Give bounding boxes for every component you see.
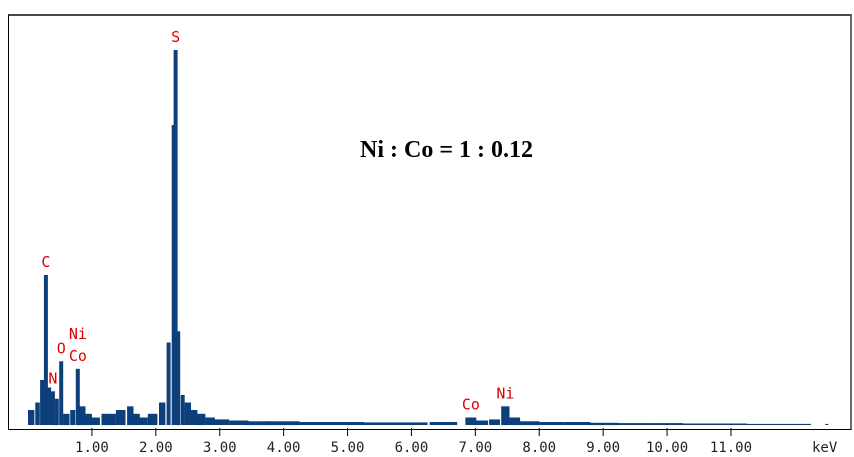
spectrum-bar	[138, 417, 148, 425]
spectrum-bar	[115, 410, 126, 425]
spectrum-bar	[331, 422, 364, 425]
spectrum-bar	[59, 361, 64, 426]
spectrum-bar	[619, 423, 652, 425]
peak-label-ni-co: Ni Co	[69, 325, 87, 365]
spectrum-bar	[159, 402, 166, 425]
spectrum-bar	[63, 413, 70, 426]
spectrum-bar	[489, 419, 500, 425]
x-axis-ticks: 1.00 2.00 3.00 4.00 5.00 6.00 7.00 8.00 9.00 10.0…	[75, 428, 752, 456]
spectrum-bar	[54, 398, 59, 426]
spectrum-bar	[746, 423, 779, 425]
peak-label-ni: Ni	[496, 384, 514, 402]
spectrum-bar	[195, 413, 206, 426]
peak-label-o: O	[57, 339, 66, 357]
spectrum-bar	[184, 402, 191, 425]
spectrum-bar	[101, 413, 108, 426]
x-tick-label: 1.00	[75, 440, 109, 456]
spectrum-bar	[587, 422, 620, 426]
spectrum-bar	[683, 423, 715, 425]
spectrum-bar	[173, 50, 178, 425]
spectrum-bar	[191, 410, 198, 425]
spectrum-bar	[75, 368, 80, 426]
spectrum-bar	[180, 395, 185, 425]
spectrum-bar	[715, 423, 747, 425]
spectrum-bar	[507, 417, 521, 425]
peak-label-s: S	[171, 28, 180, 46]
spectrum-bar	[245, 421, 271, 426]
spectrum-bar	[564, 422, 591, 425]
spectrum-bar	[85, 413, 92, 426]
spectrum-bar	[267, 421, 300, 426]
spectrum-bar	[40, 380, 45, 425]
ratio-annotation: Ni : Co = 1 : 0.12	[360, 137, 533, 163]
spectrum-bar	[501, 406, 510, 426]
x-tick-label: 4.00	[267, 440, 301, 456]
x-tick-label: 11.00	[710, 440, 752, 456]
spectrum-bar	[465, 417, 477, 425]
spectrum-bar	[539, 422, 565, 425]
spectrum-bar	[513, 421, 540, 426]
spectrum-bar	[50, 391, 55, 426]
peak-label-n: N	[48, 369, 57, 387]
spectrum-bar	[176, 331, 181, 426]
spectrum-bar	[35, 402, 40, 425]
spectrum-bar	[106, 413, 116, 426]
spectrum-bar	[90, 417, 100, 425]
spectrum-bar	[147, 413, 158, 426]
spectrum-bar	[475, 420, 489, 425]
x-tick-label: 5.00	[331, 440, 365, 456]
spectrum-bar	[229, 420, 249, 425]
x-axis-unit-label: keV	[812, 440, 838, 456]
spectrum-bar	[133, 413, 140, 426]
spectrum-bar	[166, 342, 171, 425]
peak-label-co: Co	[462, 396, 480, 414]
spectrum-bar	[28, 410, 35, 425]
x-tick-label: 6.00	[395, 440, 429, 456]
spectrum-bar	[395, 422, 428, 425]
x-tick-label: 8.00	[522, 440, 556, 456]
x-tick-label: 2.00	[139, 440, 173, 456]
spectrum-bar	[429, 422, 458, 425]
spectrum-bar	[43, 275, 48, 425]
peak-label-c: C	[41, 253, 50, 271]
spectrum-bar	[79, 406, 86, 426]
spectrum-bar	[299, 422, 332, 425]
plot-frame	[8, 14, 852, 430]
x-tick-label: 10.00	[646, 440, 688, 456]
x-tick-label: 3.00	[203, 440, 237, 456]
x-tick-label: 7.00	[458, 440, 492, 456]
spectrum-bar	[70, 410, 76, 425]
spectrum-bar	[47, 387, 52, 425]
spectrum-bar	[210, 419, 230, 425]
spectrum-bar	[778, 423, 811, 425]
x-tick-label: 9.00	[586, 440, 620, 456]
spectrum-bar	[363, 422, 396, 425]
spectrum-bar	[825, 423, 829, 425]
spectrum-bar	[127, 406, 134, 426]
spectrum-bar	[651, 423, 684, 425]
spectrum-bars	[28, 50, 829, 426]
